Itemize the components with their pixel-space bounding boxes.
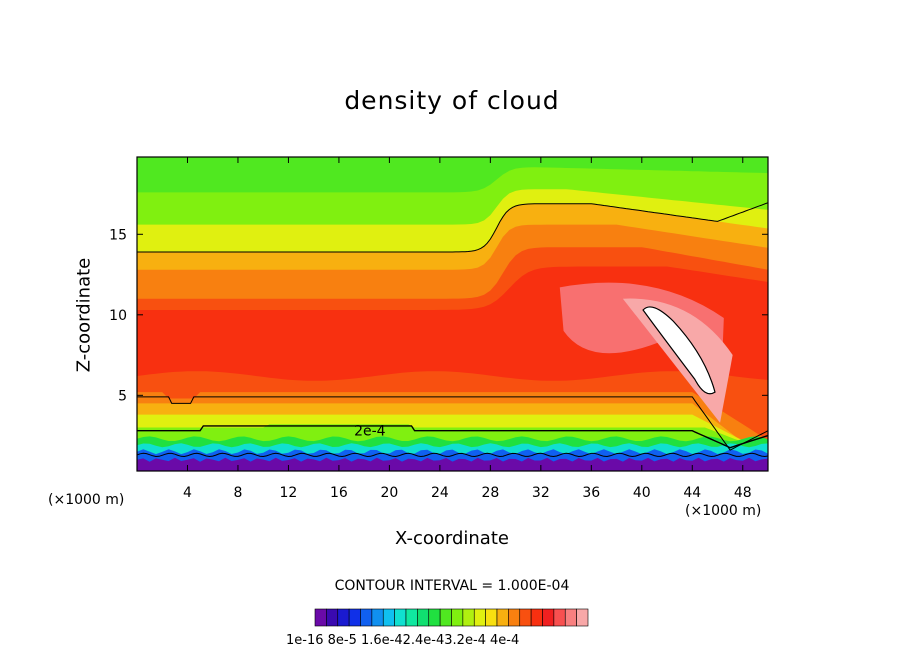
colorbar-swatch [462, 608, 475, 627]
colorbar-swatch [564, 608, 577, 627]
x-tick-label: 8 [233, 485, 242, 501]
x-tick-label: 20 [380, 485, 398, 501]
colorbar-swatch [485, 608, 498, 627]
x-tick-label: 12 [280, 485, 298, 501]
y-axis-label: Z-coordinate [73, 257, 95, 373]
colorbar-swatch [553, 608, 566, 627]
y-tick-label: 10 [109, 308, 127, 324]
colorbar-swatch [394, 608, 407, 627]
colorbar-swatch [530, 608, 543, 627]
x-tick-label: 40 [633, 485, 651, 501]
contour-label: 2e-4 [354, 424, 386, 440]
colorbar-swatch [428, 608, 441, 627]
x-axis-label: X-coordinate [395, 528, 509, 549]
colorbar-swatch [473, 608, 486, 627]
y-tick-label: 15 [109, 227, 127, 243]
x-tick-label: 4 [183, 485, 192, 501]
white-core [642, 306, 716, 395]
colorbar-swatch [439, 608, 452, 627]
contour-interval-text: CONTOUR INTERVAL = 1.000E-04 [334, 578, 570, 594]
colorbar-swatch [371, 608, 384, 627]
colorbar [314, 608, 589, 627]
colorbar-swatch [337, 608, 350, 627]
chart-title: density of cloud [344, 86, 560, 115]
plot-area: 2e-4 [137, 157, 768, 471]
colorbar-swatch [508, 608, 521, 627]
colorbar-swatch [314, 608, 327, 627]
colorbar-swatch [496, 608, 509, 627]
colorbar-swatch [360, 608, 373, 627]
colorbar-swatch [382, 608, 395, 627]
y-tick-label: 5 [118, 388, 127, 404]
contour-mid [137, 396, 768, 451]
contour-low [137, 452, 768, 458]
colorbar-swatch [326, 608, 339, 627]
colorbar-labels: 1e-16 8e-5 1.6e-42.4e-43.2e-4 4e-4 [286, 633, 520, 648]
x-tick-label: 48 [734, 485, 752, 501]
contour-2e4 [137, 425, 768, 449]
colorbar-swatch [405, 608, 418, 627]
pink-region [559, 282, 724, 383]
x-tick-label: 24 [431, 485, 449, 501]
x-unit-right: (×1000 m) [685, 503, 762, 519]
x-tick-label: 28 [481, 485, 499, 501]
colorbar-swatch [348, 608, 361, 627]
colorbar-swatch [542, 608, 555, 627]
x-unit-left: (×1000 m) [48, 492, 125, 508]
plot-frame [136, 156, 769, 472]
x-tick-label: 36 [582, 485, 600, 501]
x-tick-label: 16 [330, 485, 348, 501]
colorbar-swatch [451, 608, 464, 627]
band-ground [137, 457, 768, 471]
x-tick-label: 32 [532, 485, 550, 501]
colorbar-swatch [519, 608, 532, 627]
colorbar-swatch [417, 608, 430, 627]
contour-upper [137, 202, 768, 253]
colorbar-swatch [576, 608, 589, 627]
x-tick-label: 44 [683, 485, 701, 501]
